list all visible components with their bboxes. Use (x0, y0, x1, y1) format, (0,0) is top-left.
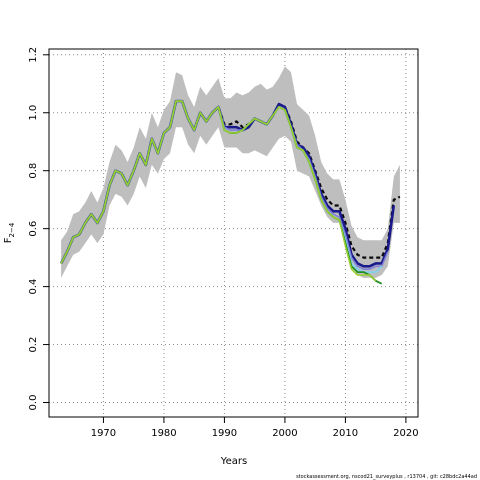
footer-text: stockassessment.org, nscod21_surveyplus … (296, 474, 477, 480)
y-axis-title-subscript: 2−4 (8, 222, 16, 237)
x-tick-label-1990: 1990 (212, 428, 237, 439)
x-tick-label-2020: 2020 (393, 428, 418, 439)
y-axis: 0.0 0.2 0.4 0.6 0.8 1.0 1.2 (28, 47, 49, 411)
y-axis-title-main: F (3, 237, 14, 243)
y-tick-label-4: 0.8 (28, 163, 39, 179)
x-tick-label-1970: 1970 (91, 428, 116, 439)
y-tick-label-3: 0.6 (28, 221, 39, 237)
y-tick-label-6: 1.2 (28, 47, 39, 63)
y-tick-label-2: 0.4 (28, 279, 39, 295)
y-axis-title: F2−4 (3, 222, 16, 243)
y-tick-label-0: 0.0 (28, 395, 39, 411)
x-tick-label-2010: 2010 (333, 428, 358, 439)
series-line-5 (60, 100, 377, 282)
x-axis: 1970 1980 1990 2000 2010 2020 (91, 416, 419, 439)
y-tick-label-1: 0.2 (28, 337, 39, 353)
series-layer (59, 99, 401, 285)
x-tick-label-2000: 2000 (272, 428, 297, 439)
x-tick-label-1980: 1980 (151, 428, 176, 439)
y-tick-label-5: 1.0 (28, 105, 39, 121)
x-axis-title: Years (220, 456, 247, 467)
